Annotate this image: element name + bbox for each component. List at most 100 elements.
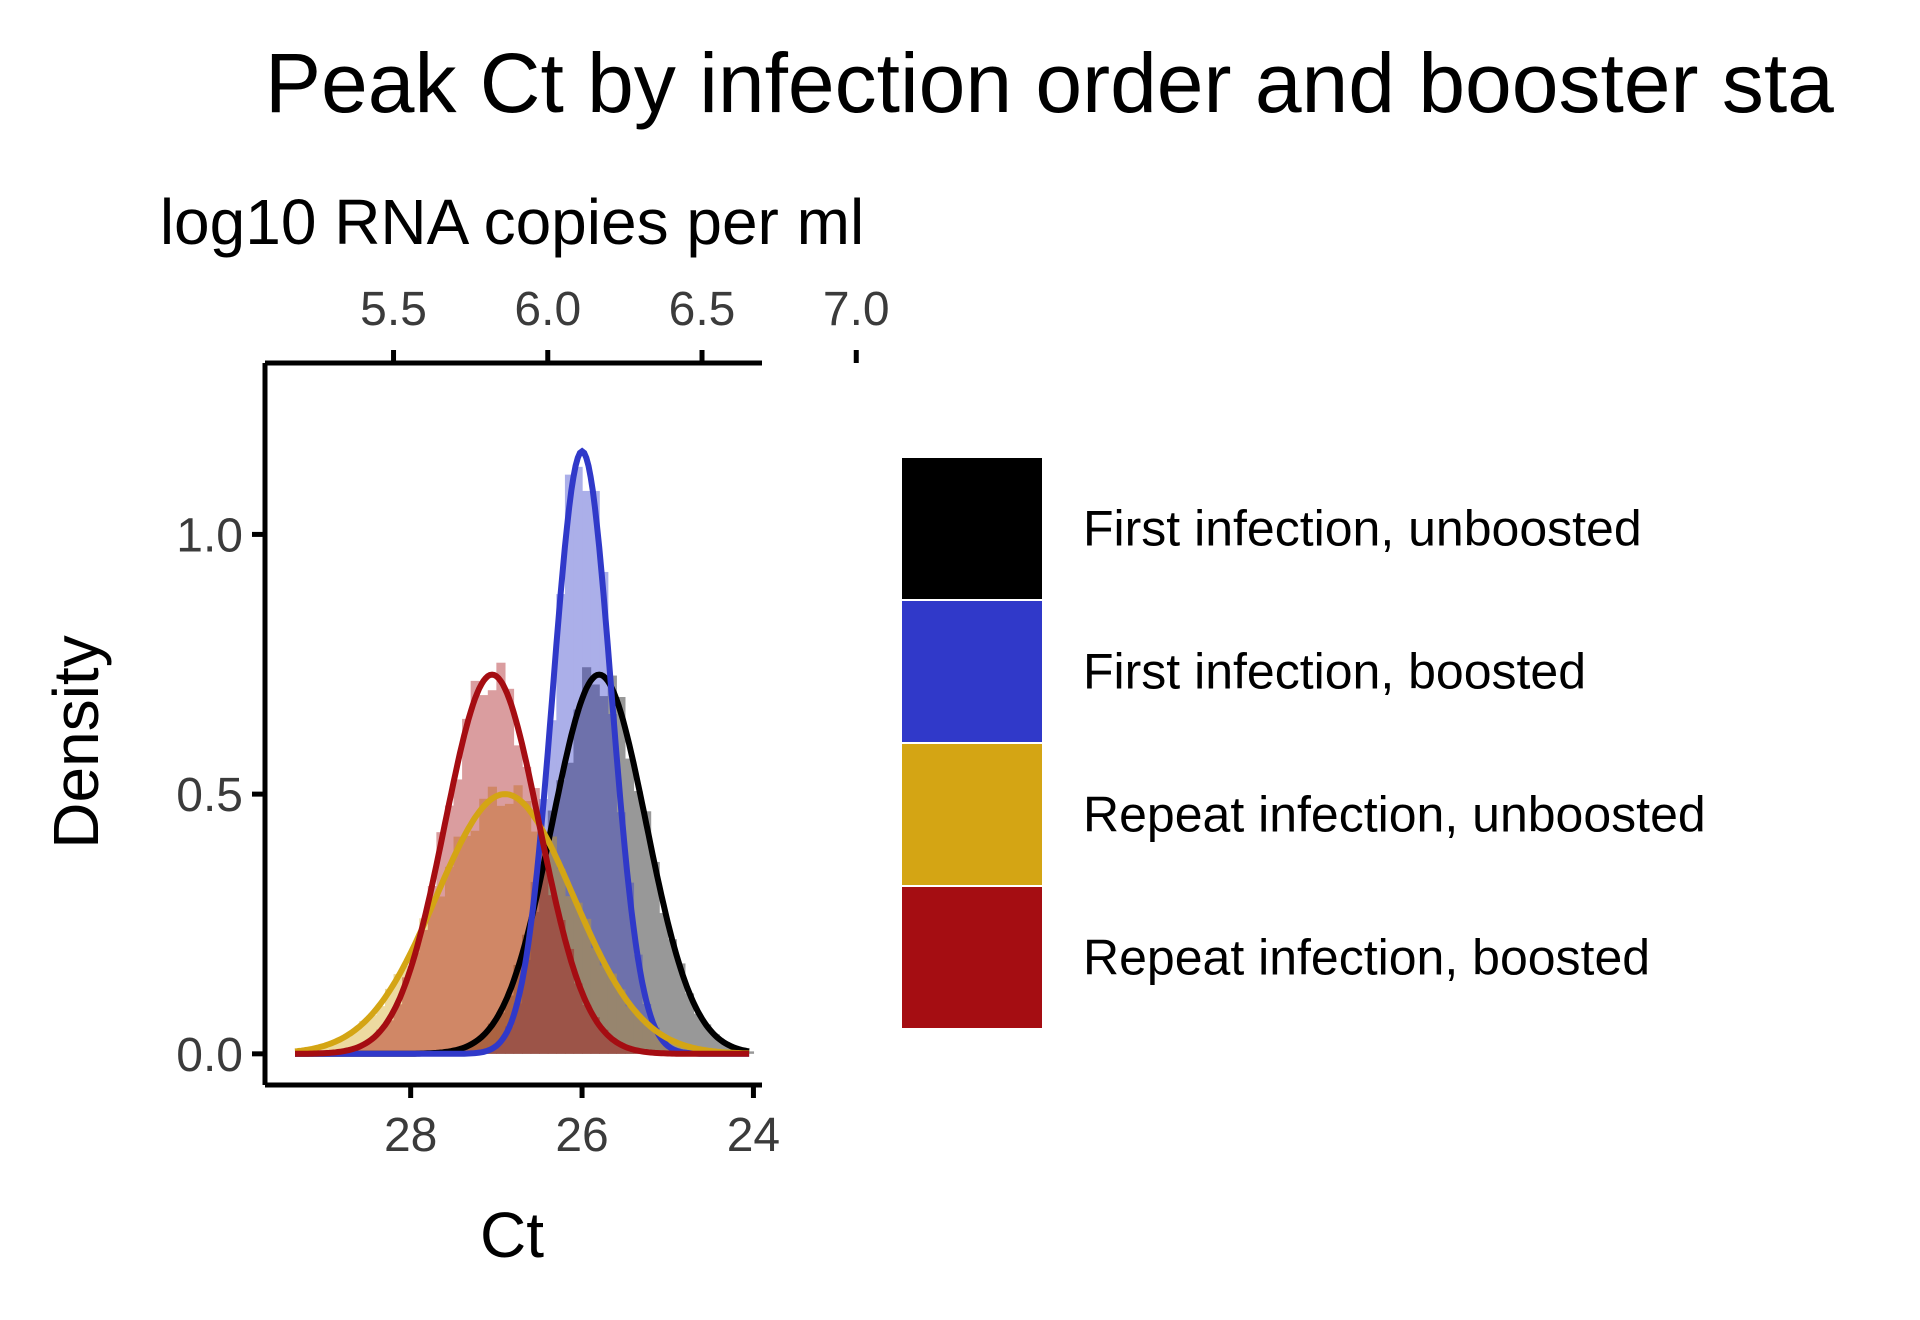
histogram-bar [522, 959, 532, 1054]
legend-swatch [900, 599, 1044, 744]
secondary-x-tick-label: 6.5 [669, 283, 736, 336]
histogram-bar [607, 675, 617, 1054]
histogram-bar [573, 709, 583, 1054]
histogram-bar [659, 913, 669, 1054]
histogram-bar [522, 766, 532, 1054]
histogram-bar [496, 1041, 506, 1054]
histogram-bar [479, 1034, 489, 1054]
histogram-bar [513, 785, 523, 1054]
x-tick-label: 28 [384, 1109, 437, 1162]
histogram-bar [462, 1046, 472, 1054]
histogram-bar [436, 832, 446, 1054]
histogram-bar [504, 803, 515, 1054]
histogram-bar [444, 866, 455, 1054]
histogram-bar [607, 1039, 617, 1054]
histogram-bar [487, 690, 497, 1054]
x-tick-label: 24 [727, 1109, 780, 1162]
legend-swatch [900, 742, 1044, 887]
histogram-bar [367, 1015, 377, 1054]
histogram-bar [547, 895, 557, 1054]
histogram-bar [633, 791, 643, 1054]
histogram-bar [676, 1043, 686, 1054]
histogram-bar [487, 1023, 497, 1054]
histogram-bar [402, 965, 412, 1054]
legend-label: First infection, unboosted [1083, 501, 1642, 557]
histogram-bar [522, 934, 532, 1054]
histogram-bar [530, 831, 540, 1054]
histogram-bar [659, 1040, 669, 1054]
histogram-bar [564, 474, 575, 1054]
chart-title: Peak Ct by infection order and booster s… [265, 36, 1834, 130]
histogram-bar [650, 1030, 660, 1054]
histogram-bar [616, 697, 626, 1054]
x-axis-title: Ct [480, 1199, 544, 1271]
legend-swatch [900, 885, 1044, 1030]
histogram-bar [496, 662, 506, 1054]
secondary-x-axis-title: log10 RNA copies per ml [160, 186, 864, 258]
histogram-bar [633, 954, 643, 1054]
histogram-bar [470, 680, 480, 1054]
y-tick-label: 0.5 [176, 769, 243, 822]
histogram-bar [582, 918, 592, 1054]
histogram-bar [744, 1051, 755, 1054]
histogram-bar [642, 1003, 652, 1054]
histogram-bar [599, 1029, 609, 1054]
histogram-bar [496, 1012, 506, 1054]
histogram-bar [564, 896, 575, 1054]
histogram-bar [590, 491, 600, 1054]
histogram-bar [376, 1029, 386, 1054]
y-tick-label: 0.0 [176, 1029, 243, 1082]
histogram-bar [564, 948, 575, 1054]
histogram-bar [650, 861, 660, 1054]
histogram-bar [556, 868, 566, 1054]
histogram-bar [650, 1027, 660, 1054]
histogram-bar [547, 836, 557, 1054]
histogram-bar [513, 745, 523, 1054]
histogram-bar [530, 881, 540, 1054]
histogram-bar [676, 963, 686, 1054]
histogram-bar [470, 830, 480, 1054]
secondary-x-tick-label: 6.0 [514, 283, 581, 336]
histogram-bar [402, 977, 412, 1054]
histogram-bar [539, 869, 549, 1054]
density-curve-4 [295, 671, 750, 1057]
density-curve-2 [295, 447, 750, 1057]
histogram-bar [573, 466, 583, 1054]
histogram-bar [504, 1026, 515, 1054]
histogram-bar [693, 1013, 703, 1054]
histogram-bar [582, 490, 592, 1054]
histogram-bar [530, 911, 540, 1054]
histogram-bar [556, 594, 566, 1054]
histogram-bar [616, 989, 626, 1054]
secondary-x-tick-label: 5.5 [360, 283, 427, 336]
histogram-bar [564, 762, 575, 1054]
histogram-bar [573, 983, 583, 1054]
histogram-bar [384, 1020, 395, 1054]
histogram-bar [410, 952, 420, 1054]
histogram-bar [393, 1004, 403, 1054]
histogram-bar [333, 1040, 343, 1054]
histogram-bar [642, 1021, 652, 1054]
histogram-bar [367, 1038, 377, 1054]
histogram-bar [607, 713, 617, 1054]
histogram-bar [436, 896, 446, 1054]
histogram-bar [462, 835, 472, 1054]
histogram-bar [539, 833, 549, 1054]
histogram-bar [427, 886, 437, 1054]
histogram-bar [556, 919, 566, 1054]
x-tick-label: 26 [555, 1109, 608, 1162]
histogram-bar [599, 571, 609, 1054]
histogram-bar [590, 948, 600, 1054]
histogram-bar [359, 1045, 369, 1054]
histogram-bar [419, 929, 429, 1054]
legend-label: Repeat infection, unboosted [1083, 787, 1706, 843]
histogram-bar [547, 810, 557, 1054]
y-tick-label: 1.0 [176, 509, 243, 562]
histogram-4 [342, 662, 643, 1054]
histogram-bar [453, 836, 463, 1054]
histogram-bar [470, 1042, 480, 1054]
histogram-bar [504, 688, 515, 1054]
histogram-bar [624, 1006, 635, 1054]
histogram-bar [324, 1043, 335, 1054]
